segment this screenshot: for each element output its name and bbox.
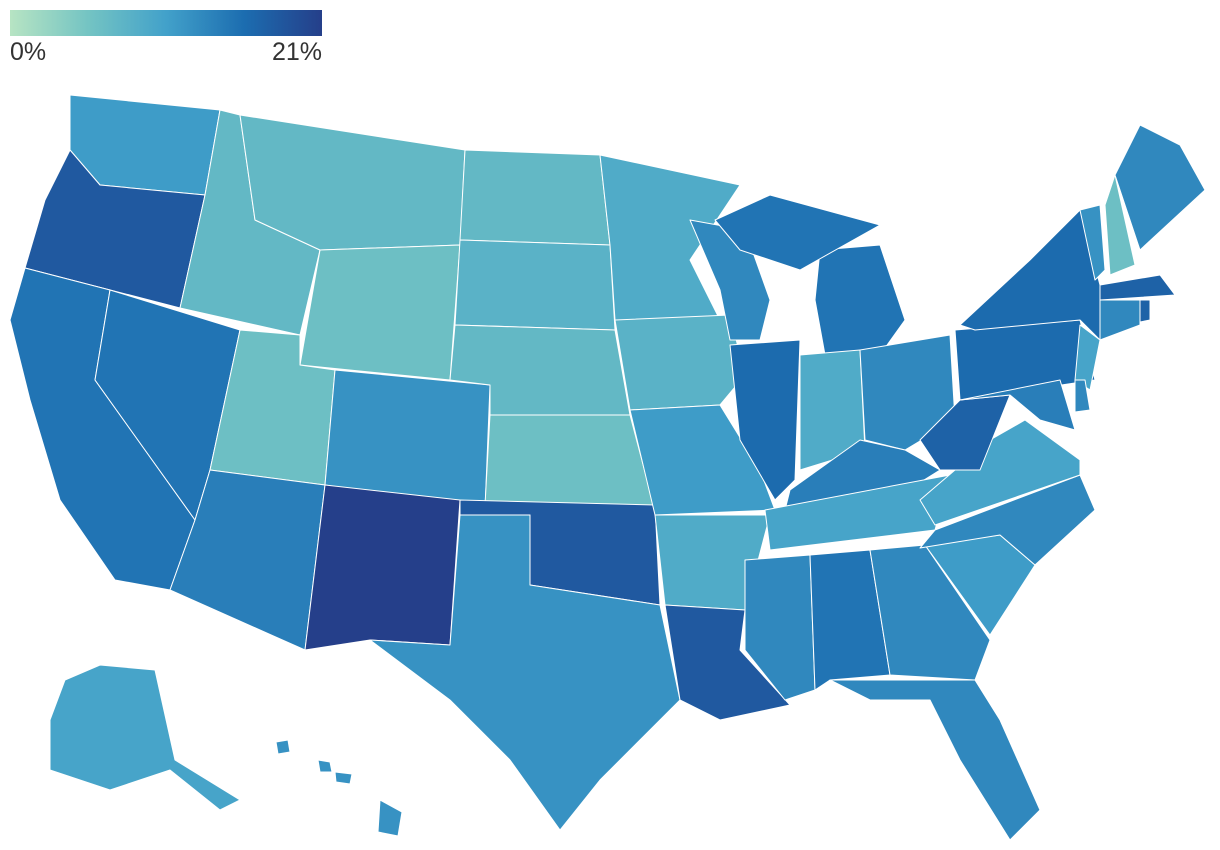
state xyxy=(304,484,461,651)
state xyxy=(1074,324,1101,391)
state xyxy=(1074,379,1091,413)
state xyxy=(959,379,1076,431)
legend-min-label: 0% xyxy=(10,38,46,66)
state xyxy=(484,414,656,511)
state xyxy=(629,404,776,516)
state xyxy=(275,739,291,755)
state xyxy=(49,664,241,811)
state xyxy=(1104,174,1136,276)
state xyxy=(369,514,681,831)
states xyxy=(9,94,1206,841)
state xyxy=(1079,204,1106,281)
state xyxy=(1139,299,1151,323)
state xyxy=(814,244,906,356)
state xyxy=(1099,299,1141,341)
state xyxy=(334,771,353,785)
state xyxy=(829,679,1041,841)
state xyxy=(1099,274,1176,301)
state xyxy=(714,194,881,271)
state xyxy=(1114,124,1206,251)
state xyxy=(454,239,616,331)
state xyxy=(959,209,1101,341)
state xyxy=(744,554,816,701)
state xyxy=(809,549,891,691)
state xyxy=(869,544,991,681)
state xyxy=(317,759,333,773)
state xyxy=(299,244,461,381)
state xyxy=(459,149,611,246)
legend-bar xyxy=(10,10,322,36)
legend-max-label: 21% xyxy=(272,38,322,66)
state xyxy=(729,339,801,501)
state xyxy=(919,394,1011,471)
state xyxy=(377,799,403,837)
state xyxy=(614,314,746,411)
state xyxy=(169,469,326,651)
